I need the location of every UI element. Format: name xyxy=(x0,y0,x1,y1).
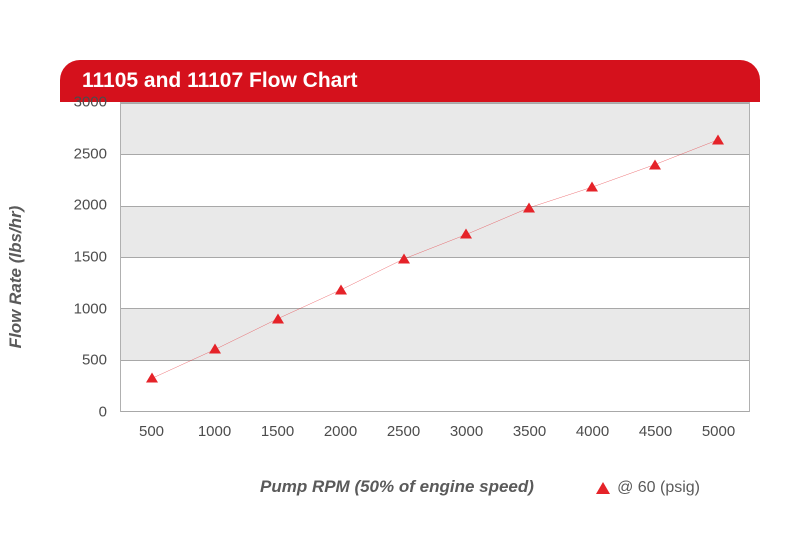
y-tick-label: 1500 xyxy=(74,249,107,266)
x-tick-label: 500 xyxy=(139,423,164,440)
data-point-marker xyxy=(146,373,158,383)
y-tick-label: 1000 xyxy=(74,300,107,317)
x-tick-label: 4500 xyxy=(639,423,672,440)
data-point-marker xyxy=(586,182,598,192)
data-point-marker xyxy=(649,159,661,169)
data-point-marker xyxy=(460,229,472,239)
data-point-marker xyxy=(272,313,284,323)
data-point-marker xyxy=(209,344,221,354)
chart-title: 11105 and 11107 Flow Chart xyxy=(82,69,358,93)
flow-chart: 11105 and 11107 Flow Chart Flow Rate (lb… xyxy=(60,60,760,500)
x-tick-label: 4000 xyxy=(576,423,609,440)
x-axis-ticks: 500 1000 1500 2000 2500 3000 3500 4000 4500 5000 xyxy=(120,417,750,452)
plot-area xyxy=(120,102,750,412)
x-axis-label: Pump RPM (50% of engine speed) xyxy=(260,477,534,497)
y-tick-label: 0 xyxy=(99,404,107,421)
x-tick-label: 5000 xyxy=(702,423,735,440)
grid-line xyxy=(121,411,749,412)
triangle-marker-icon xyxy=(595,481,611,495)
y-tick-label: 3000 xyxy=(74,94,107,111)
chart-title-bar: 11105 and 11107 Flow Chart xyxy=(60,60,760,102)
y-tick-label: 2500 xyxy=(74,145,107,162)
x-tick-label: 3500 xyxy=(513,423,546,440)
y-tick-label: 500 xyxy=(82,352,107,369)
x-tick-label: 2000 xyxy=(324,423,357,440)
y-tick-label: 2000 xyxy=(74,197,107,214)
y-axis-label: Flow Rate (lbs/hr) xyxy=(6,206,26,349)
x-tick-label: 2500 xyxy=(387,423,420,440)
legend: @ 60 (psig) xyxy=(595,479,700,497)
data-point-marker xyxy=(712,134,724,144)
legend-label: @ 60 (psig) xyxy=(617,479,700,497)
series-line xyxy=(152,140,717,378)
x-tick-label: 3000 xyxy=(450,423,483,440)
x-tick-label: 1500 xyxy=(261,423,294,440)
data-point-marker xyxy=(523,202,535,212)
data-series-svg xyxy=(121,103,749,411)
y-axis-ticks: 050010001500200025003000 xyxy=(60,102,115,412)
data-point-marker xyxy=(398,254,410,264)
data-point-marker xyxy=(335,284,347,294)
x-tick-label: 1000 xyxy=(198,423,231,440)
plot-wrapper: Flow Rate (lbs/hr) 050010001500200025003… xyxy=(60,102,760,452)
